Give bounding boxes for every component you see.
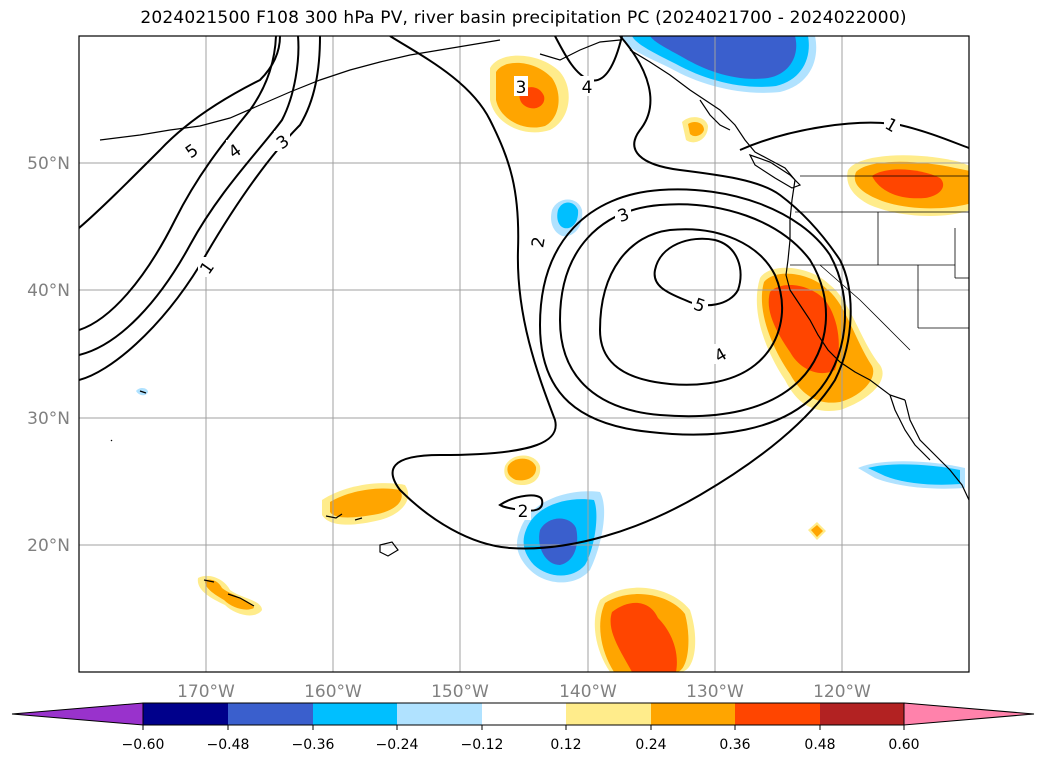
contour-label-2: 2 [528, 235, 550, 249]
colorbar-label: 0.36 [719, 737, 750, 753]
lat-tick-40n: 40°N [27, 281, 70, 301]
lat-tick-20n: 20°N [27, 536, 70, 556]
lon-tick-labels: 170°W 160°W 150°W 140°W 130°W 120°W [177, 682, 871, 702]
colorbar-segment [566, 703, 651, 725]
lon-tick-120w: 120°W [813, 682, 871, 702]
contour-label-4-north: 4 [582, 78, 593, 98]
colorbar-label: −0.36 [292, 737, 335, 753]
lon-tick-160w: 160°W [304, 682, 362, 702]
lon-tick-140w: 140°W [559, 682, 617, 702]
colorbar-segment [482, 703, 566, 725]
contour-label-2-south: 2 [518, 502, 529, 522]
pv-contours [79, 36, 969, 550]
lon-tick-130w: 130°W [686, 682, 744, 702]
colorbar-segment [313, 703, 397, 725]
colorbar-segment [651, 703, 735, 725]
lon-tick-170w: 170°W [177, 682, 235, 702]
colorbar-segment [820, 703, 904, 725]
colorbar-label: −0.12 [461, 737, 504, 753]
colorbar: −0.60 −0.48 −0.36 −0.24 −0.12 0.12 0.24 … [11, 702, 1035, 753]
political-borders [790, 175, 969, 351]
contour-labels: 5 4 3 1 3 4 3 2 5 4 2 1 [182, 76, 901, 522]
colorbar-label: −0.24 [376, 737, 419, 753]
precip-positive-fills [197, 55, 969, 672]
colorbar-segment [735, 703, 820, 725]
colorbar-label: −0.48 [207, 737, 250, 753]
colorbar-segment [397, 703, 482, 725]
colorbar-extend-high [903, 702, 1035, 726]
lat-tick-30n: 30°N [27, 409, 70, 429]
chart-title: 2024021500 F108 300 hPa PV, river basin … [140, 8, 907, 28]
colorbar-label: −0.60 [122, 737, 165, 753]
map-border [78, 35, 970, 673]
colorbar-segment [228, 703, 313, 725]
precip-negative-fills [136, 36, 965, 583]
colorbar-ticks [142, 725, 905, 730]
colorbar-segment [143, 703, 228, 725]
lon-tick-150w: 150°W [431, 682, 489, 702]
lat-tick-50n: 50°N [27, 154, 70, 174]
graticule [79, 36, 969, 672]
coastlines [99, 39, 969, 607]
colorbar-label: 0.12 [550, 737, 581, 753]
colorbar-label: 0.48 [804, 737, 835, 753]
colorbar-extend-low [11, 702, 144, 726]
lat-tick-labels: 20°N 30°N 40°N 50°N [27, 154, 70, 556]
colorbar-label: 0.24 [635, 737, 666, 753]
contour-label-3-north: 3 [516, 78, 527, 98]
colorbar-label: 0.60 [888, 737, 919, 753]
